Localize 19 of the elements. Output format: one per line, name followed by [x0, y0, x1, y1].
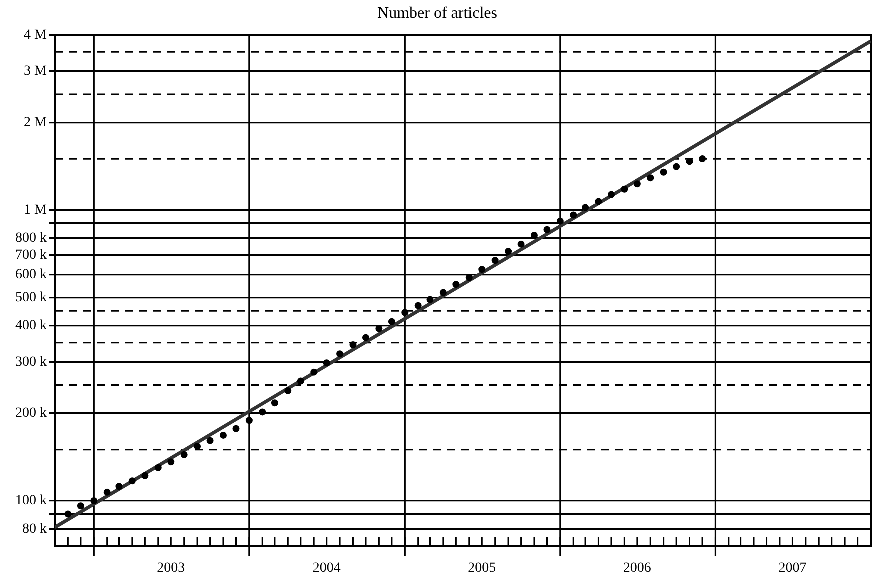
chart-title: Number of articles	[378, 4, 498, 22]
x-tick-label: 2003	[157, 561, 186, 576]
y-tick-label: 600 k	[16, 267, 47, 282]
y-tick-label: 200 k	[16, 406, 47, 422]
x-tick-label: 2005	[468, 561, 496, 576]
y-tick-label: 700 k	[16, 248, 47, 263]
y-tick-label: 4 M	[24, 28, 48, 43]
y-tick-label: 400 k	[16, 318, 47, 334]
y-tick-label: 100 k	[16, 494, 47, 509]
y-tick-label: 500 k	[16, 290, 47, 306]
y-tick-label: 3 M	[24, 64, 48, 80]
x-tick-label: 2006	[623, 561, 652, 576]
y-tick-label: 1 M	[24, 202, 48, 218]
x-tick-label: 2004	[312, 561, 341, 576]
y-tick-label: 300 k	[16, 354, 47, 370]
y-tick-label: 800 k	[16, 231, 47, 246]
y-tick-label: 80 k	[22, 522, 47, 537]
x-tick-label: 2007	[778, 561, 807, 576]
y-tick-label: 2 M	[24, 115, 48, 130]
